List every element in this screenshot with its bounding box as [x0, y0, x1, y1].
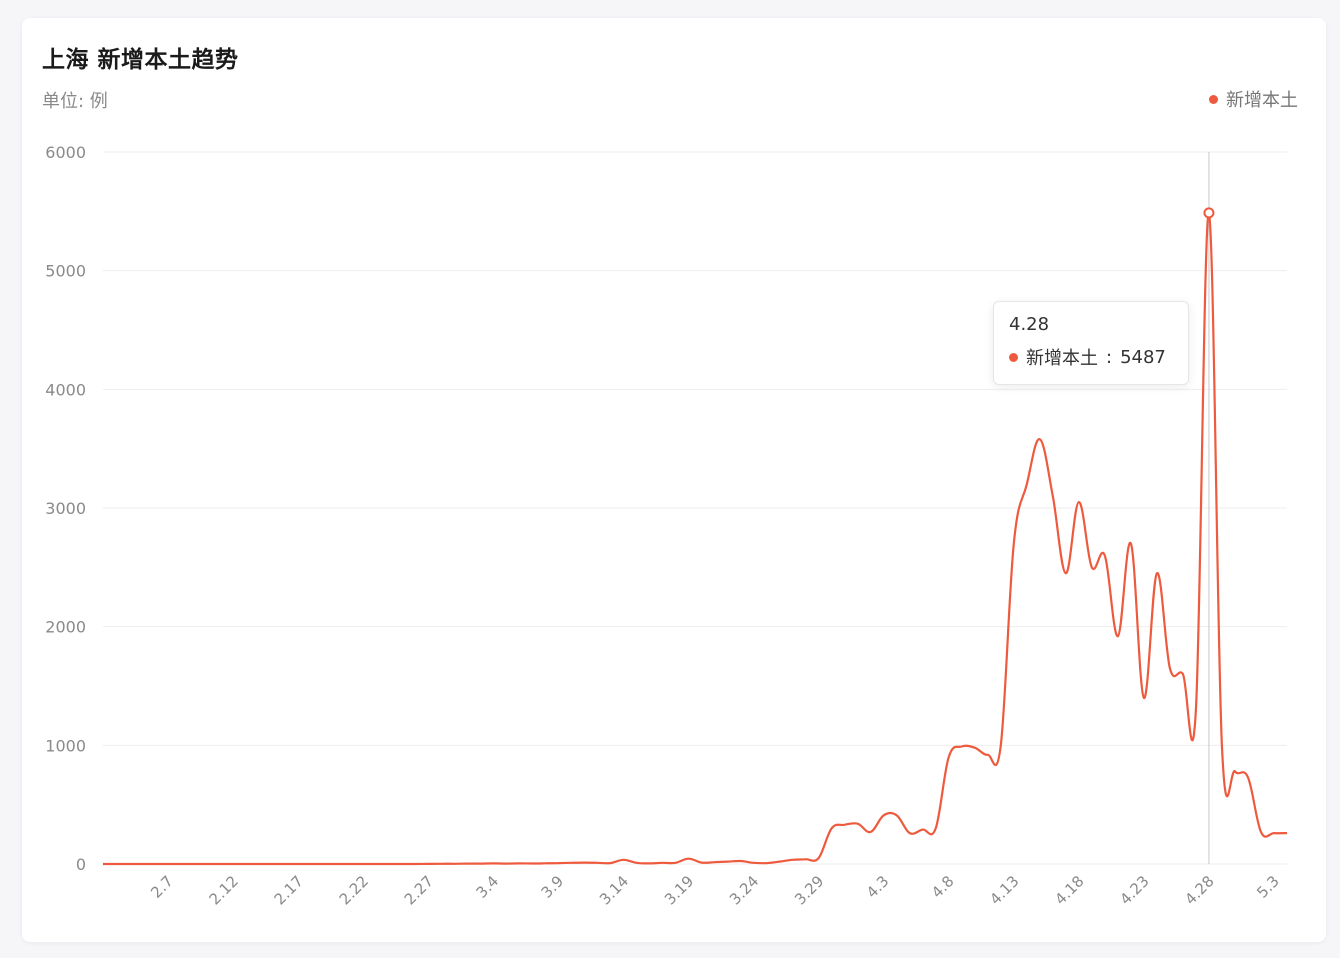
x-tick-label: 3.14: [596, 872, 632, 908]
y-tick-label: 5000: [45, 262, 86, 281]
x-tick-label: 2.27: [401, 872, 437, 908]
x-tick-label: 3.9: [538, 872, 568, 902]
y-tick-label: 0: [76, 855, 86, 874]
chart-card: [22, 18, 1326, 942]
legend[interactable]: 新增本土: [1209, 86, 1298, 112]
x-tick-label: 2.7: [147, 872, 177, 902]
x-tick-label: 4.3: [863, 872, 893, 902]
tooltip-row: 新增本土: 5487: [1009, 344, 1173, 370]
unit-label: 单位: 例: [42, 91, 108, 112]
x-tick-label: 4.18: [1051, 872, 1087, 908]
y-tick-label: 6000: [45, 143, 86, 162]
grid-lines: [103, 151, 1287, 865]
x-tick-label: 3.24: [726, 872, 762, 908]
x-tick-label: 2.17: [271, 872, 307, 908]
series-line-xinzeng-bentu[interactable]: [102, 211, 1288, 866]
x-axis-ticks: 2.7 2.12 2.17 2.22 2.27 3.4 3.9 3.14 3.19 3.24 3.2…: [147, 872, 1283, 908]
x-tick-label: 3.29: [791, 872, 827, 908]
tooltip-value: 5487: [1120, 346, 1166, 368]
tooltip-marker-icon: [1009, 352, 1018, 362]
x-tick-label: 3.19: [661, 872, 697, 908]
x-tick-label: 2.22: [336, 872, 372, 908]
y-tick-label: 2000: [45, 618, 86, 637]
legend-label: 新增本土: [1226, 90, 1298, 111]
x-tick-label: 5.3: [1253, 872, 1283, 902]
hover-point-marker[interactable]: [1203, 207, 1215, 219]
x-tick-label: 2.12: [206, 872, 242, 908]
tooltip: 4.28 新增本土: 5487: [993, 301, 1189, 385]
x-tick-label: 3.4: [473, 872, 503, 902]
x-tick-label: 4.13: [986, 872, 1022, 908]
chart-title: 上海 新增本土趋势: [42, 47, 239, 73]
tooltip-series: 新增本土: [1026, 348, 1098, 369]
x-tick-label: 4.28: [1181, 872, 1217, 908]
x-tick-label: 4.23: [1116, 872, 1152, 908]
legend-marker-icon: [1209, 94, 1218, 104]
y-tick-label: 4000: [45, 380, 86, 399]
y-tick-label: 1000: [45, 736, 86, 755]
tooltip-date: 4.28: [1009, 314, 1050, 335]
x-tick-label: 4.8: [928, 872, 958, 902]
tooltip-colon: :: [1106, 346, 1113, 368]
y-axis-ticks: 0 1000 2000 3000 4000 5000 6000: [45, 143, 86, 874]
y-tick-label: 3000: [45, 499, 86, 518]
